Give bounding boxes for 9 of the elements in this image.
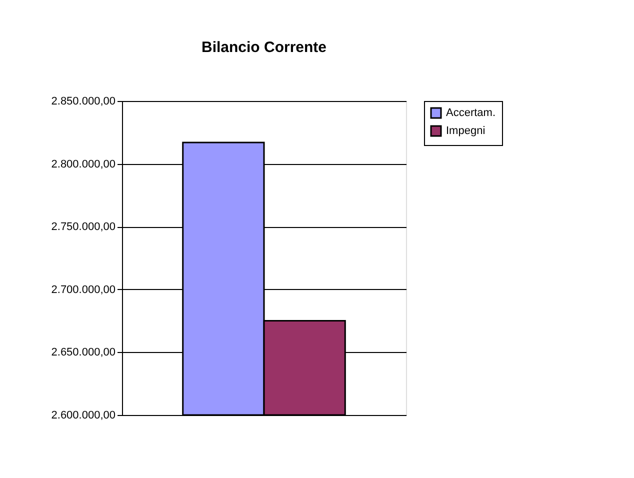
y-tick-label: 2.750.000,00 bbox=[51, 221, 116, 234]
y-tick-label: 2.700.000,00 bbox=[51, 284, 116, 296]
y-tick-label: 2.800.000,00 bbox=[51, 158, 116, 170]
y-tick-label: 2.650.000,00 bbox=[51, 346, 116, 359]
legend-label: Impegni bbox=[446, 125, 486, 137]
chart-title: Bilancio Corrente bbox=[201, 39, 327, 56]
y-tick-label: 2.850.000,00 bbox=[51, 96, 116, 108]
y-tick-label: 2.600.000,00 bbox=[51, 410, 116, 422]
legend-label: Accertam. bbox=[446, 107, 496, 119]
